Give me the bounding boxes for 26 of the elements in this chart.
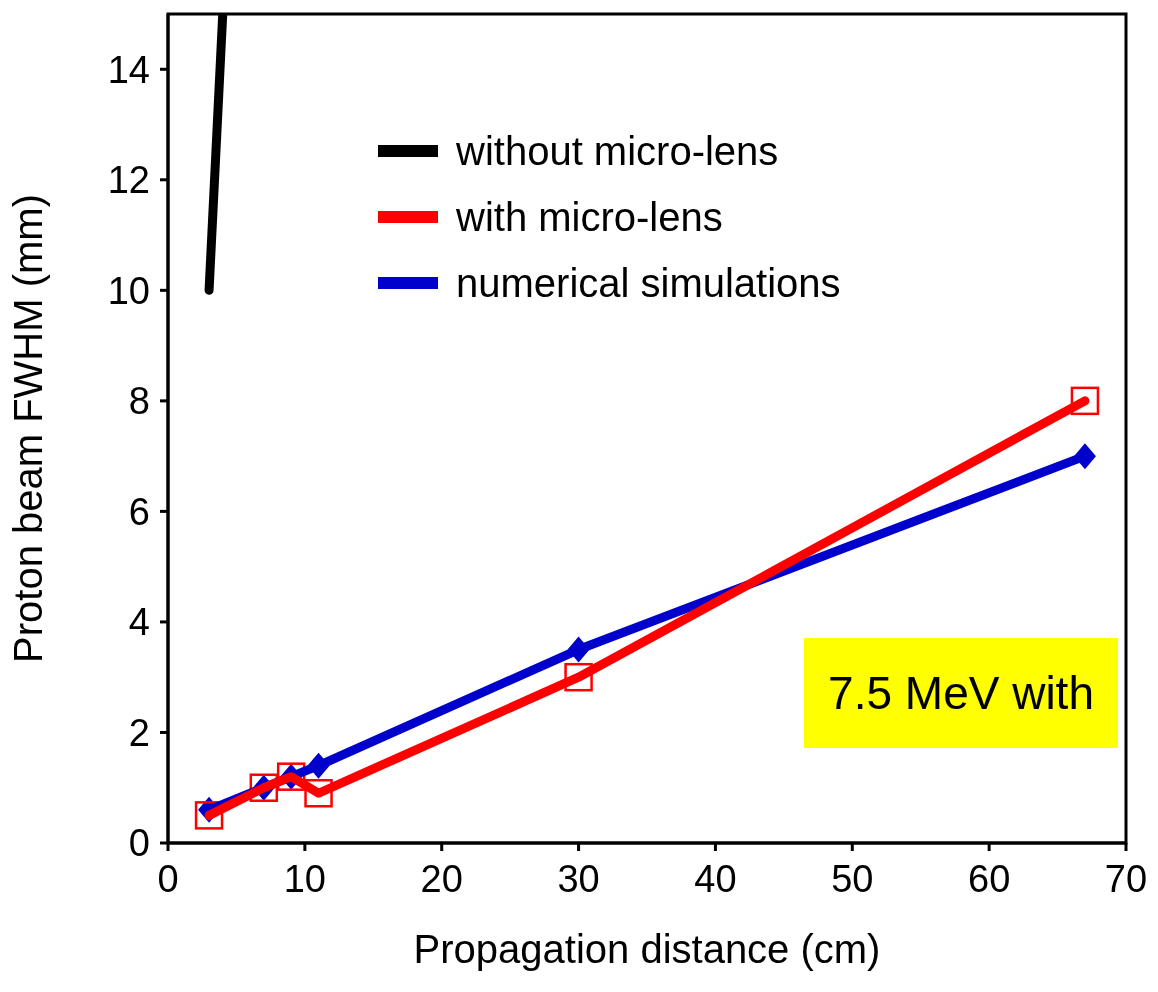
point — [304, 779, 333, 808]
annotation: 7.5 MeV with — [804, 638, 1118, 748]
y-tick-label: 4 — [128, 601, 150, 644]
point — [564, 662, 593, 692]
y-tick-label: 2 — [128, 711, 150, 754]
legend-label: with micro-lens — [456, 194, 723, 240]
y-tick-label: 8 — [128, 380, 150, 423]
x-tick-label: 10 — [283, 857, 326, 900]
x-tick-label: 30 — [557, 857, 600, 900]
y-tick-label: 0 — [128, 822, 150, 865]
x-tick-label: 60 — [968, 857, 1011, 900]
point — [1070, 386, 1100, 416]
x-tick-label: 0 — [157, 857, 179, 900]
x-tick-label: 40 — [694, 857, 737, 900]
x-tick-label: 50 — [831, 857, 874, 900]
y-tick-label: 12 — [107, 159, 150, 202]
x-axis-title: Propagation distance (cm) — [413, 927, 881, 971]
y-axis-title: Proton beam FWHM (mm) — [6, 194, 51, 663]
y-tick-label: 14 — [107, 48, 150, 91]
x-tick-label: 20 — [420, 857, 463, 900]
legend-label: numerical simulations — [456, 260, 841, 306]
legend-label: without micro-lens — [456, 128, 779, 174]
point — [194, 801, 224, 830]
y-tick-label: 6 — [128, 490, 150, 533]
x-tick-label: 70 — [1104, 857, 1148, 900]
y-tick-label: 10 — [107, 269, 150, 312]
